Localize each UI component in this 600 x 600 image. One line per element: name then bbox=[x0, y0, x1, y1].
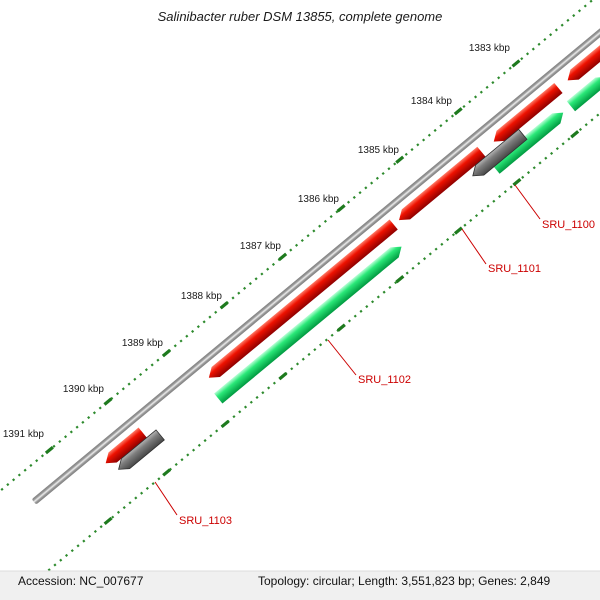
gene-label-sru-1100[interactable]: SRU_1100 bbox=[542, 219, 595, 231]
gene-label-sru-1101[interactable]: SRU_1101 bbox=[488, 263, 541, 275]
gene-feature-green-3[interactable] bbox=[214, 242, 406, 404]
status-topology: Topology: circular; Length: 3,551,823 bp… bbox=[258, 574, 551, 588]
gene-feature-red-0[interactable] bbox=[102, 427, 147, 469]
gene-feature-green-7[interactable] bbox=[491, 108, 567, 174]
ruler-tick-label: 1391 kbp bbox=[3, 429, 45, 440]
gene-label-sru-1102[interactable]: SRU_1102 bbox=[358, 374, 411, 386]
gene-feature-green-8[interactable] bbox=[566, 72, 600, 112]
ruler-tick-label: 1385 kbp bbox=[358, 145, 400, 156]
gene-label-sru-1103[interactable]: SRU_1103 bbox=[179, 515, 232, 527]
ruler-tick-label: 1388 kbp bbox=[181, 291, 223, 302]
ruler-tick-label: 1389 kbp bbox=[122, 338, 164, 349]
gene-label-leader-sru-1103 bbox=[154, 481, 178, 516]
gene-feature-sru_1103[interactable] bbox=[114, 429, 165, 474]
map-title: Salinibacter ruber DSM 13855, complete g… bbox=[158, 9, 443, 24]
ruler-tick-label: 1384 kbp bbox=[411, 96, 453, 107]
ruler-tick-label: 1383 kbp bbox=[469, 43, 511, 54]
ruler-tick-marks bbox=[44, 59, 580, 526]
ruler-tick-label: 1386 kbp bbox=[298, 194, 340, 205]
gene-label-leader-sru-1100 bbox=[514, 184, 541, 220]
status-accession: Accession: NC_007677 bbox=[18, 574, 144, 588]
ruler-tick-label: 1387 kbp bbox=[240, 241, 282, 252]
gene-feature-sru_1101[interactable] bbox=[395, 146, 486, 225]
gene-label-leader-sru-1101 bbox=[461, 228, 487, 265]
gene-feature-red-6[interactable] bbox=[490, 82, 563, 147]
ruler-tick-label: 1390 kbp bbox=[63, 384, 105, 395]
genome-backbone bbox=[32, 8, 600, 504]
status-bar bbox=[0, 571, 600, 600]
gene-feature-sru_1100[interactable] bbox=[469, 128, 528, 180]
gene-feature-sru_1102[interactable] bbox=[205, 219, 398, 383]
gene-label-leader-sru-1102 bbox=[327, 339, 357, 376]
